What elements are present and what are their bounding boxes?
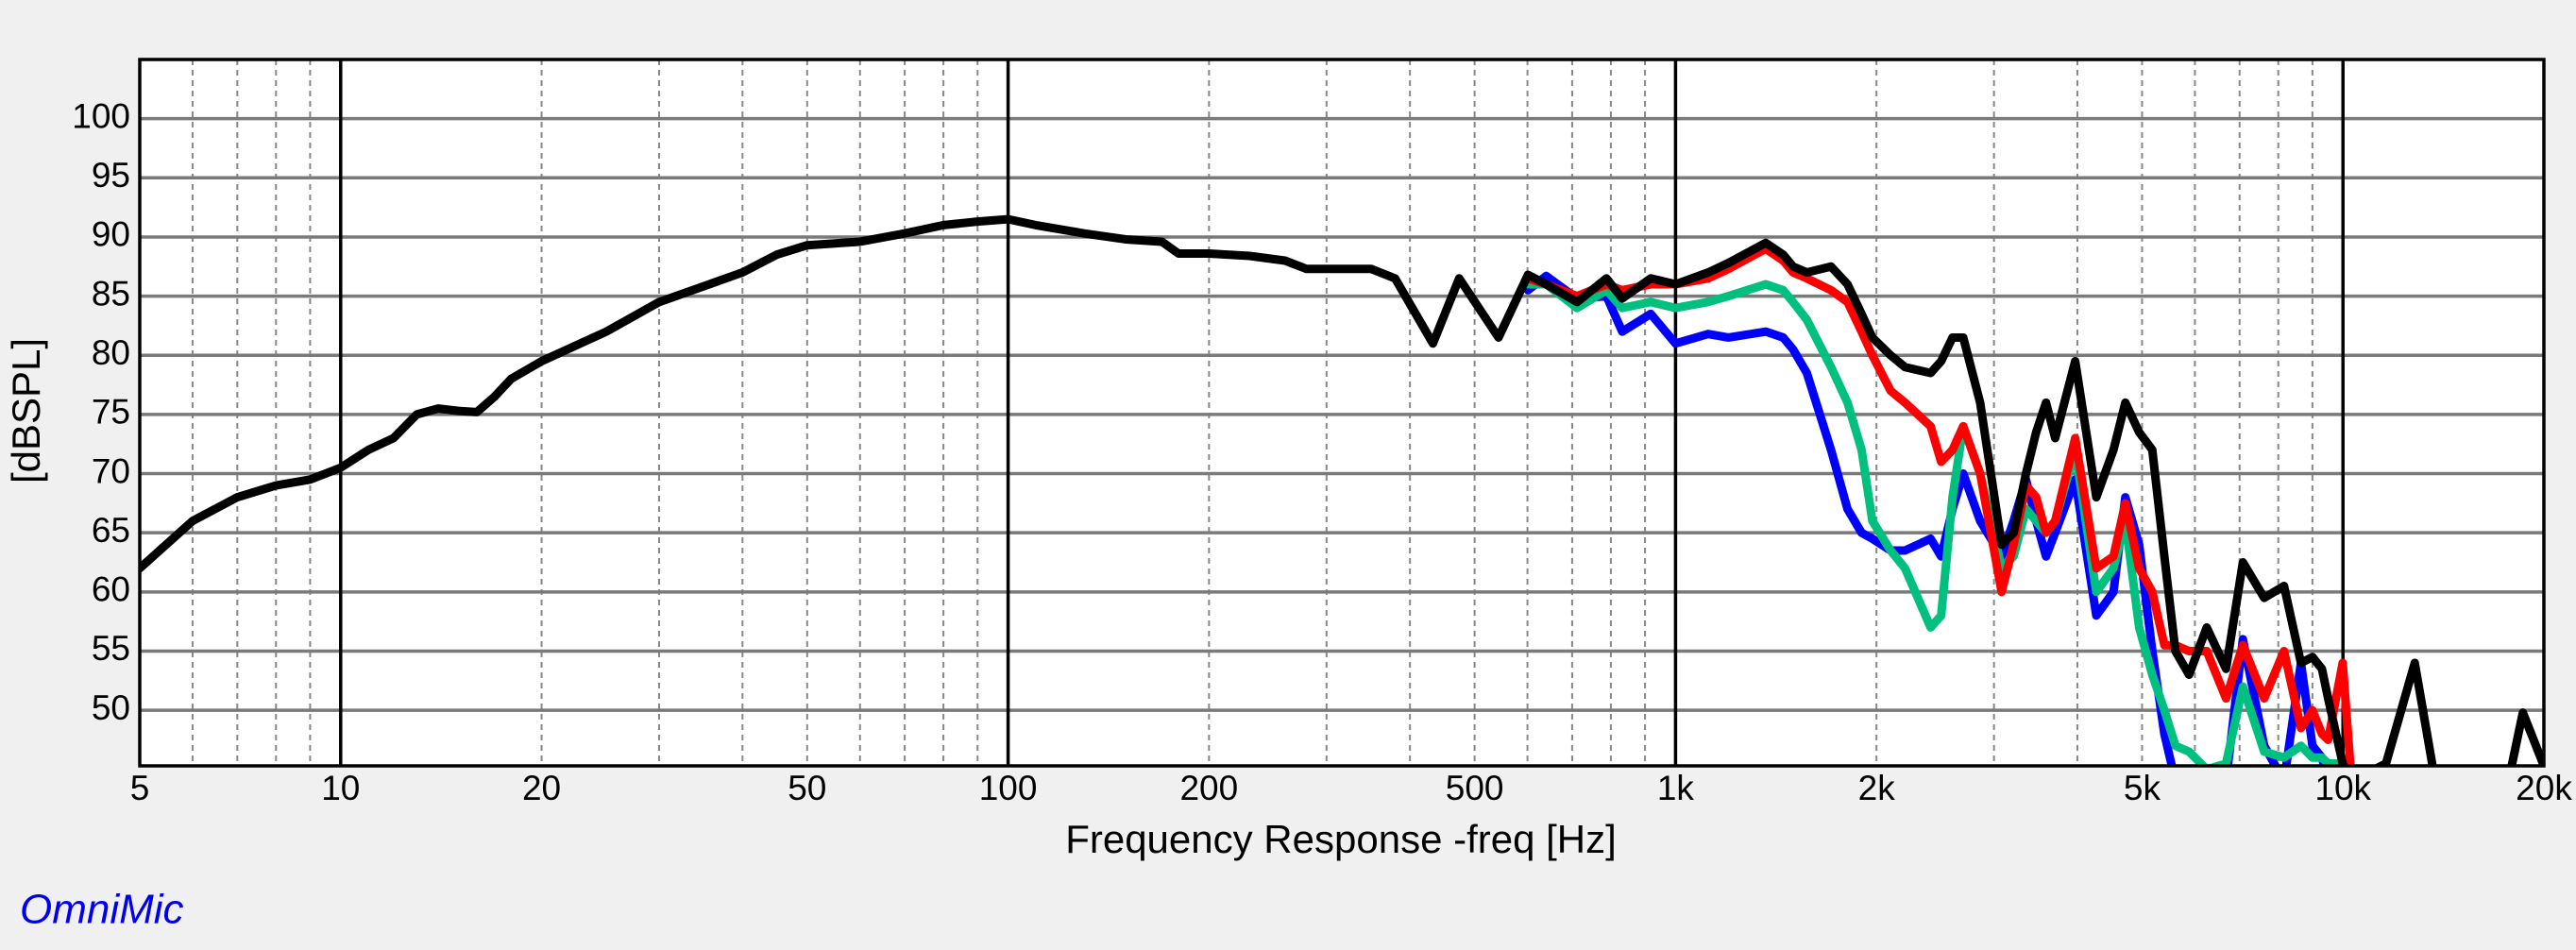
x-tick-label: 2k — [1858, 769, 1896, 807]
y-tick-label: 95 — [92, 156, 130, 195]
x-tick-label: 10k — [2314, 769, 2371, 807]
x-tick-label: 5 — [130, 769, 150, 807]
x-axis-label: Frequency Response -freq [Hz] — [1065, 817, 1617, 861]
x-tick-label: 20k — [2516, 769, 2572, 807]
y-tick-label: 55 — [92, 629, 130, 668]
x-tick-label: 50 — [788, 769, 826, 807]
y-tick-label: 85 — [92, 274, 130, 313]
x-tick-label: 100 — [979, 769, 1038, 807]
y-tick-label: 70 — [92, 451, 130, 490]
y-tick-label: 100 — [72, 96, 130, 135]
lines — [140, 214, 2544, 766]
y-tick-label: 65 — [92, 511, 130, 550]
plot-border — [138, 58, 2546, 768]
y-axis-label: [dBSPL] — [4, 338, 48, 483]
y-tick-label: 60 — [92, 570, 130, 609]
y-tick-label: 80 — [92, 333, 130, 372]
x-tick-label: 5k — [2124, 769, 2161, 807]
brand-annotation: OmniMic — [20, 887, 184, 933]
y-tick-label: 75 — [92, 393, 130, 432]
x-tick-label: 1k — [1657, 769, 1695, 807]
x-tick-label: 500 — [1446, 769, 1504, 807]
y-tick-label: 90 — [92, 215, 130, 254]
x-tick-label: 200 — [1179, 769, 1238, 807]
labels: 50 55 60 65 70 75 80 85 90 95 100 5 10 20 50 100 200 500 1… — [72, 96, 2572, 806]
series-line — [1523, 244, 2355, 766]
y-tick-label: 50 — [92, 688, 130, 727]
x-tick-label: 20 — [522, 769, 561, 807]
series-line — [140, 214, 2544, 766]
x-tick-label: 10 — [321, 769, 360, 807]
